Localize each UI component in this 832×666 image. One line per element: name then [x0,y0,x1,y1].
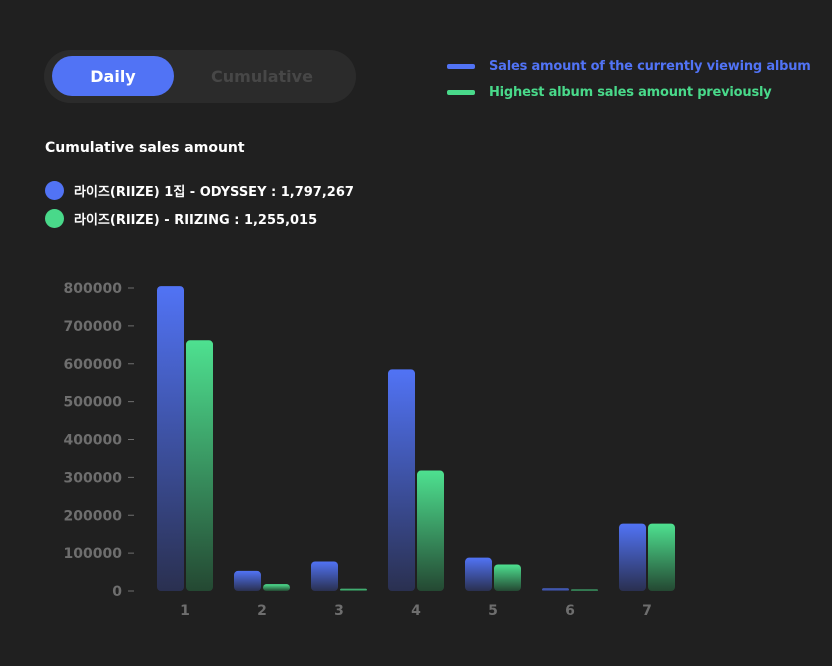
summary-label-current: 라이즈(RIIZE) 1집 - ODYSSEY : 1,797,267 [74,184,354,200]
x-tick-label: 7 [642,603,652,619]
y-tick-label: 500000 [64,395,123,411]
bar-previous[interactable] [571,589,598,591]
x-tick-label: 2 [257,603,267,619]
previous-series-swatch [447,89,475,95]
legend-item-previous: Highest album sales amount previously [447,79,811,105]
bar-current[interactable] [311,561,338,591]
x-tick-label: 3 [334,603,344,619]
y-axis: 0 100000 200000 300000 400000 500000 600000 700… [64,281,134,600]
cumulative-tab[interactable]: Cumulative [211,66,313,86]
summary-item-current: 라이즈(RIIZE) 1집 - ODYSSEY : 1,797,267 [45,176,354,204]
bar-current[interactable] [542,588,569,591]
summary-item-previous: 라이즈(RIIZE) - RIIZING : 1,255,015 [45,204,354,232]
period-toggle: Daily Cumulative [44,50,356,103]
y-tick-label: 100000 [64,546,123,562]
sales-bar-chart: 0 100000 200000 300000 400000 500000 600000 700… [64,281,675,619]
bar-previous[interactable] [340,588,367,591]
y-tick-label: 700000 [64,319,123,335]
bar-current[interactable] [465,557,492,591]
y-tick-label: 0 [112,584,122,600]
x-tick-label: 5 [488,603,498,619]
bar-current[interactable] [388,369,415,591]
y-tick-label: 600000 [64,357,123,373]
bar-previous[interactable] [186,340,213,591]
current-series-swatch [447,63,475,69]
bar-previous[interactable] [648,523,675,591]
bar-current[interactable] [234,570,261,591]
bar-current[interactable] [157,286,184,591]
bar-previous[interactable] [417,470,444,591]
summary-label-previous: 라이즈(RIIZE) - RIIZING : 1,255,015 [74,212,318,228]
x-tick-label: 4 [411,603,421,619]
y-tick-label: 200000 [64,508,123,524]
summary-list: 라이즈(RIIZE) 1집 - ODYSSEY : 1,797,267 라이즈(… [45,176,354,232]
y-tick-label: 400000 [64,433,123,449]
legend-label-previous: Highest album sales amount previously [489,84,772,100]
legend-label-current: Sales amount of the currently viewing al… [489,58,811,74]
bar-previous[interactable] [494,564,521,591]
x-axis: 1 2 3 4 5 6 7 [180,603,652,619]
daily-tab[interactable]: Daily [52,56,174,96]
y-tick-label: 800000 [64,281,123,297]
x-tick-label: 6 [565,603,575,619]
bar-current[interactable] [619,523,646,591]
current-dot-icon [45,180,64,200]
chart-legend: Sales amount of the currently viewing al… [447,53,811,105]
bar-previous[interactable] [263,584,290,591]
legend-item-current: Sales amount of the currently viewing al… [447,53,811,79]
previous-dot-icon [45,208,64,228]
x-tick-label: 1 [180,603,190,619]
summary-title: Cumulative sales amount [45,140,245,156]
y-tick-label: 300000 [64,470,123,486]
bars [157,286,675,591]
